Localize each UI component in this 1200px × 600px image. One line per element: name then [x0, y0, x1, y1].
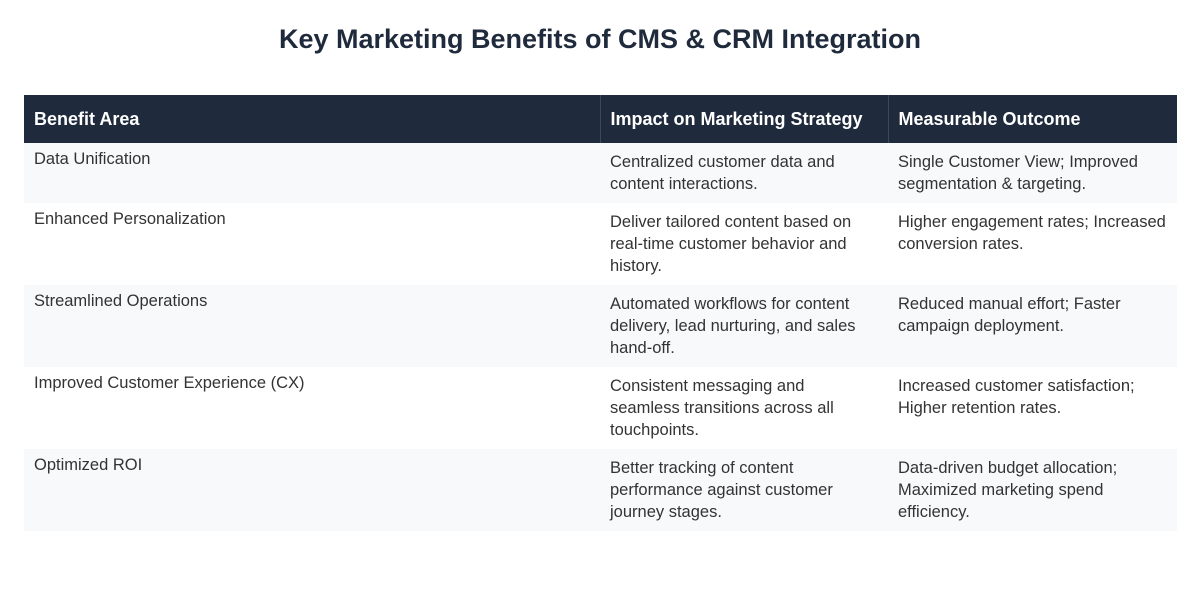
column-header-outcome: Measurable Outcome [887, 95, 1177, 143]
page-title: Key Marketing Benefits of CMS & CRM Inte… [278, 24, 922, 54]
table-body: Data Unification Centralized customer da… [24, 143, 1177, 531]
benefits-table: Benefit Area Impact on Marketing Strateg… [24, 95, 1177, 531]
benefit-area-cell: Streamlined Operations [24, 285, 600, 367]
column-header-impact: Impact on Marketing Strategy [599, 95, 888, 143]
table-row: Data Unification Centralized customer da… [24, 143, 1177, 203]
header-row: Benefit Area Impact on Marketing Strateg… [24, 95, 1177, 143]
table-row: Improved Customer Experience (CX) Consis… [24, 367, 1177, 449]
table-row: Optimized ROI Better tracking of content… [24, 449, 1177, 531]
outcome-cell: Higher engagement rates; Increased conve… [888, 203, 1177, 285]
outcome-cell: Single Customer View; Improved segmentat… [888, 143, 1177, 203]
table-row: Enhanced Personalization Deliver tailore… [24, 203, 1177, 285]
benefit-area-cell: Data Unification [24, 143, 600, 203]
benefit-area-cell: Enhanced Personalization [24, 203, 600, 285]
table-header: Benefit Area Impact on Marketing Strateg… [24, 95, 1177, 143]
impact-cell: Centralized customer data and content in… [600, 143, 888, 203]
impact-cell: Better tracking of content performance a… [600, 449, 888, 531]
column-header-benefit-area: Benefit Area [24, 95, 600, 143]
impact-cell: Consistent messaging and seamless transi… [600, 367, 888, 449]
outcome-cell: Increased customer satisfaction; Higher … [888, 367, 1177, 449]
benefit-area-cell: Optimized ROI [24, 449, 600, 531]
outcome-cell: Reduced manual effort; Faster campaign d… [888, 285, 1177, 367]
impact-cell: Deliver tailored content based on real-t… [600, 203, 888, 285]
impact-cell: Automated workflows for content delivery… [600, 285, 888, 367]
outcome-cell: Data-driven budget allocation; Maximized… [888, 449, 1177, 531]
benefit-area-cell: Improved Customer Experience (CX) [24, 367, 600, 449]
table-row: Streamlined Operations Automated workflo… [24, 285, 1177, 367]
